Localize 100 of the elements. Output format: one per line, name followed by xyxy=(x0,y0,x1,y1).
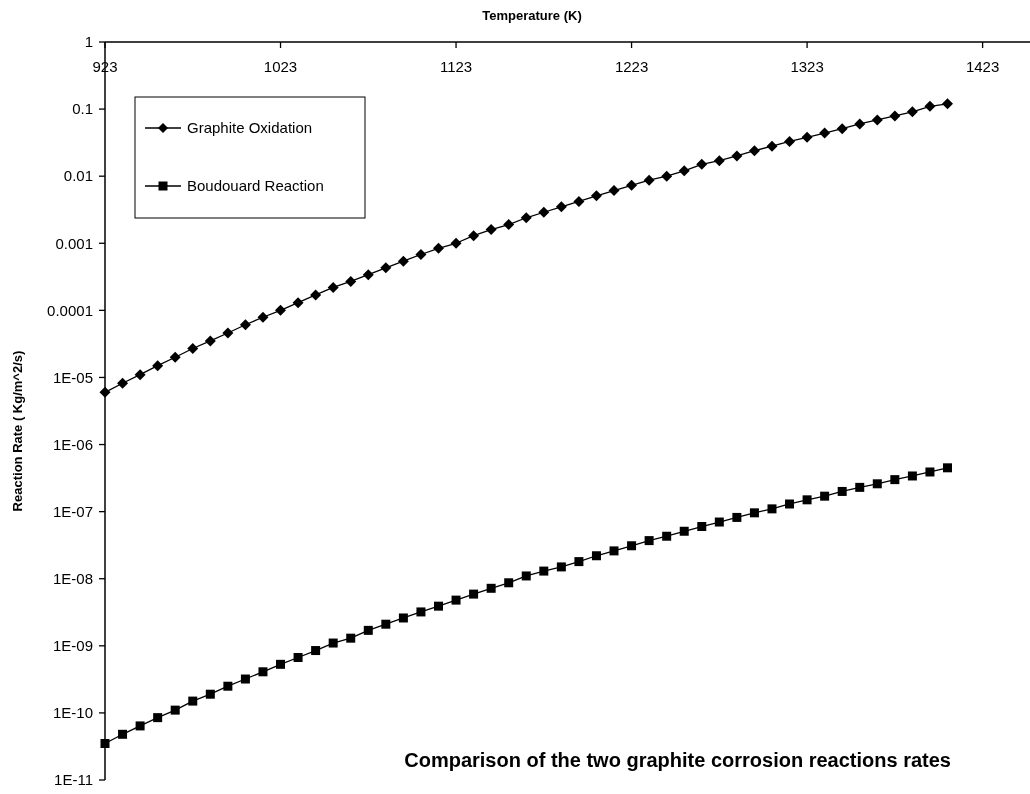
point xyxy=(836,123,848,135)
point xyxy=(924,100,936,112)
x-tick-label: 1223 xyxy=(614,58,649,75)
x-axis-title: Temperature (K) xyxy=(482,8,582,23)
y-tick-label: 0.001 xyxy=(55,234,93,252)
y-tick-label: 1 xyxy=(84,33,93,51)
point xyxy=(889,110,901,122)
point xyxy=(99,386,111,398)
point xyxy=(451,595,461,605)
point xyxy=(854,118,866,130)
point xyxy=(662,531,672,541)
point xyxy=(397,255,409,267)
point xyxy=(767,504,777,514)
point xyxy=(100,739,110,748)
point xyxy=(696,158,708,170)
point xyxy=(258,667,268,677)
point xyxy=(169,351,181,363)
point xyxy=(223,681,233,691)
point xyxy=(591,551,601,561)
point xyxy=(855,482,865,492)
legend-label: Boudouard Reaction xyxy=(187,177,324,195)
point xyxy=(118,729,128,739)
y-tick-label: 1E-09 xyxy=(52,637,93,655)
text: Comparison of the two graphite corrosion reactions rates xyxy=(404,749,951,771)
point xyxy=(380,262,392,274)
point xyxy=(293,652,303,662)
point xyxy=(643,174,655,186)
point xyxy=(327,281,339,293)
point xyxy=(362,269,374,281)
point xyxy=(503,219,515,231)
point xyxy=(784,135,796,147)
point xyxy=(538,206,550,218)
point xyxy=(609,546,619,556)
point xyxy=(450,237,462,249)
y-tick-label: 1E-05 xyxy=(52,368,93,386)
point xyxy=(153,713,163,723)
point xyxy=(134,369,146,381)
point xyxy=(432,242,444,254)
y-tick-label: 1E-10 xyxy=(52,704,93,722)
point xyxy=(310,289,322,301)
point xyxy=(608,185,620,197)
point xyxy=(398,613,408,623)
point xyxy=(555,201,567,213)
y-tick-label: 1E-07 xyxy=(52,502,93,520)
point xyxy=(626,179,638,191)
point xyxy=(416,607,426,617)
point xyxy=(837,486,847,496)
point xyxy=(732,512,742,522)
y-tick-label: 0.0001 xyxy=(47,301,93,319)
point xyxy=(627,541,637,551)
point xyxy=(574,557,584,567)
point xyxy=(433,601,443,611)
point xyxy=(415,249,427,261)
point xyxy=(117,377,129,389)
point xyxy=(188,696,198,706)
legend-label: Graphite Oxidation xyxy=(187,119,313,137)
point xyxy=(292,297,304,309)
point xyxy=(906,106,918,118)
point xyxy=(590,190,602,202)
point xyxy=(697,522,707,532)
point xyxy=(468,230,480,242)
point xyxy=(644,536,654,546)
point xyxy=(485,224,497,236)
point xyxy=(152,360,164,372)
point xyxy=(521,571,531,581)
point xyxy=(819,127,831,139)
point xyxy=(240,674,250,684)
point xyxy=(661,170,673,182)
point xyxy=(257,311,269,323)
point xyxy=(766,140,778,152)
point xyxy=(520,212,532,224)
point xyxy=(871,114,883,126)
y-tick-label: 0.01 xyxy=(63,167,93,185)
point xyxy=(222,327,234,339)
point xyxy=(135,721,145,731)
point xyxy=(801,131,813,143)
point xyxy=(872,479,882,489)
x-tick-label: 1123 xyxy=(439,58,473,75)
point xyxy=(363,625,373,635)
point xyxy=(573,195,585,207)
point xyxy=(678,165,690,177)
point xyxy=(925,467,935,477)
point xyxy=(504,578,514,588)
point xyxy=(556,562,566,572)
point xyxy=(239,319,251,331)
point xyxy=(187,343,199,355)
point xyxy=(276,659,286,669)
point xyxy=(381,619,391,629)
y-tick-label: 1E-06 xyxy=(52,435,93,453)
point xyxy=(328,638,338,648)
point xyxy=(907,471,917,481)
x-tick-label: 1423 xyxy=(965,58,1000,75)
point xyxy=(539,566,549,576)
point xyxy=(346,633,356,643)
point xyxy=(311,646,321,656)
point xyxy=(170,705,180,715)
y-tick-label: 1E-11 xyxy=(54,771,93,789)
point xyxy=(275,304,287,316)
point xyxy=(890,475,900,485)
y-axis-title: Reaction Rate ( Kg/m^2/s) xyxy=(10,350,25,512)
